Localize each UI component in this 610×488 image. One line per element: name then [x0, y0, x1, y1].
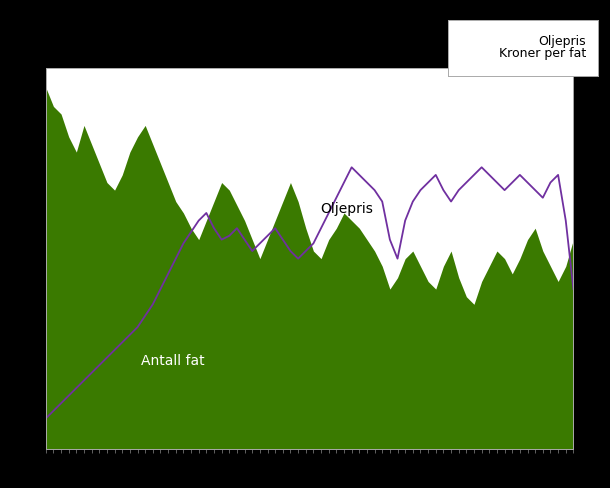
- Text: Kroner per fat: Kroner per fat: [498, 47, 586, 60]
- Text: Antall fat: Antall fat: [141, 354, 204, 368]
- Text: Oljepris: Oljepris: [538, 35, 586, 48]
- Text: Oljepris: Oljepris: [320, 202, 373, 216]
